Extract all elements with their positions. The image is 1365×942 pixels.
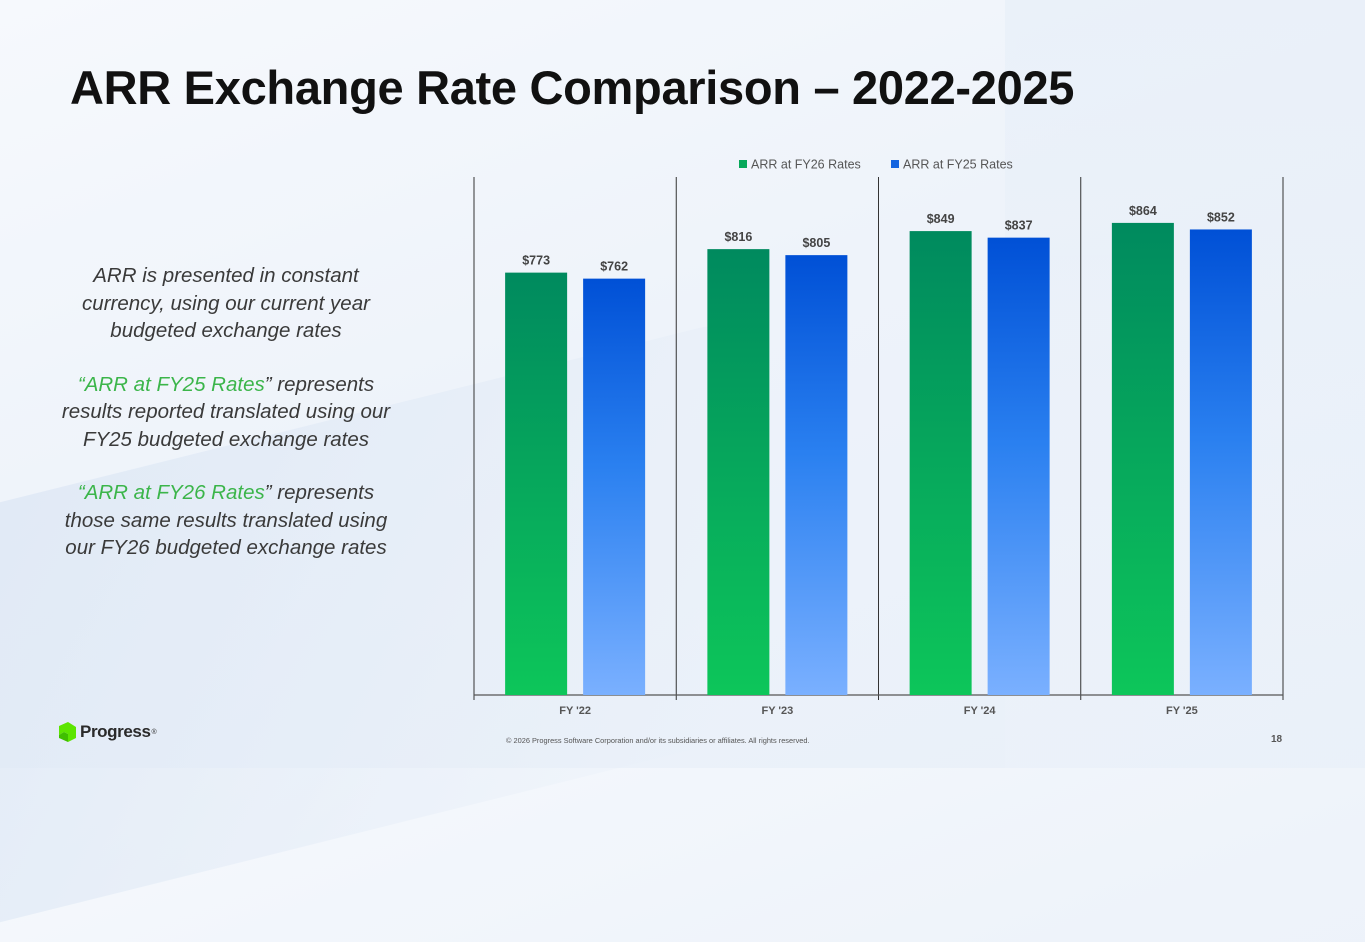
data-label: $852 xyxy=(1207,210,1235,224)
progress-logo: Progress ® xyxy=(56,722,157,742)
explanation-paragraph-1: ARR is presented in constant currency, u… xyxy=(82,264,370,342)
bar-fy26-1 xyxy=(707,249,770,695)
progress-logo-icon xyxy=(59,722,76,742)
quote-open: “ xyxy=(77,372,85,396)
data-label: $837 xyxy=(1005,219,1033,233)
bar-fy25-2 xyxy=(987,237,1050,695)
bar-fy25-3 xyxy=(1189,229,1252,696)
data-label: $805 xyxy=(802,236,830,250)
bar-fy26-2 xyxy=(909,231,972,695)
x-tick-label: FY '22 xyxy=(559,705,591,717)
data-label: $849 xyxy=(927,212,955,226)
legend-swatch xyxy=(891,160,899,168)
bar-fy26-3 xyxy=(1111,222,1174,695)
data-label: $864 xyxy=(1129,204,1157,218)
registered-mark: ® xyxy=(151,728,157,736)
paragraph-3-rest: ” represents those same results translat… xyxy=(64,481,388,559)
arr-bar-chart: ARR at FY26 Rates ARR at FY25 Rates $773 $… xyxy=(473,158,1284,717)
progress-logo-text: Progress xyxy=(80,722,151,741)
highlight-fy26: ARR at FY26 Rates xyxy=(84,481,265,504)
paragraph-2-rest: ” represents results reported translated… xyxy=(61,372,391,451)
legend-swatch xyxy=(739,160,747,168)
data-label: $762 xyxy=(600,260,628,274)
chart-plot-area: $773 $762 FY '22 $816 $805 FY '23 $849 $837 FY '… xyxy=(473,177,1284,717)
explanation-paragraph-3: “ARR at FY26 Rates” represents those sam… xyxy=(58,479,394,562)
bar-fy25-1 xyxy=(785,255,848,695)
legend-label: ARR at FY25 Rates xyxy=(903,158,1013,172)
x-tick-label: FY '25 xyxy=(1166,705,1198,717)
bar-fy26-0 xyxy=(505,272,568,695)
explanation-text: ARR is presented in constant currency, u… xyxy=(58,262,394,588)
chart-legend: ARR at FY26 Rates ARR at FY25 Rates xyxy=(739,158,1013,172)
bar-fy25-0 xyxy=(583,278,646,695)
data-label: $816 xyxy=(724,230,752,244)
data-label: $773 xyxy=(522,254,550,268)
x-tick-label: FY '24 xyxy=(964,705,997,717)
explanation-paragraph-2: “ARR at FY25 Rates” represents results r… xyxy=(58,371,394,454)
slide-title: ARR Exchange Rate Comparison – 2022-2025 xyxy=(70,61,1075,114)
legend-label: ARR at FY26 Rates xyxy=(751,158,861,172)
page-number: 18 xyxy=(1271,734,1283,745)
x-tick-label: FY '23 xyxy=(761,705,793,717)
background-shape-right xyxy=(1005,0,1365,768)
copyright-notice: © 2026 Progress Software Corporation and… xyxy=(506,736,810,745)
quote-open: “ xyxy=(77,481,85,504)
highlight-fy25: ARR at FY25 Rates xyxy=(84,372,265,396)
